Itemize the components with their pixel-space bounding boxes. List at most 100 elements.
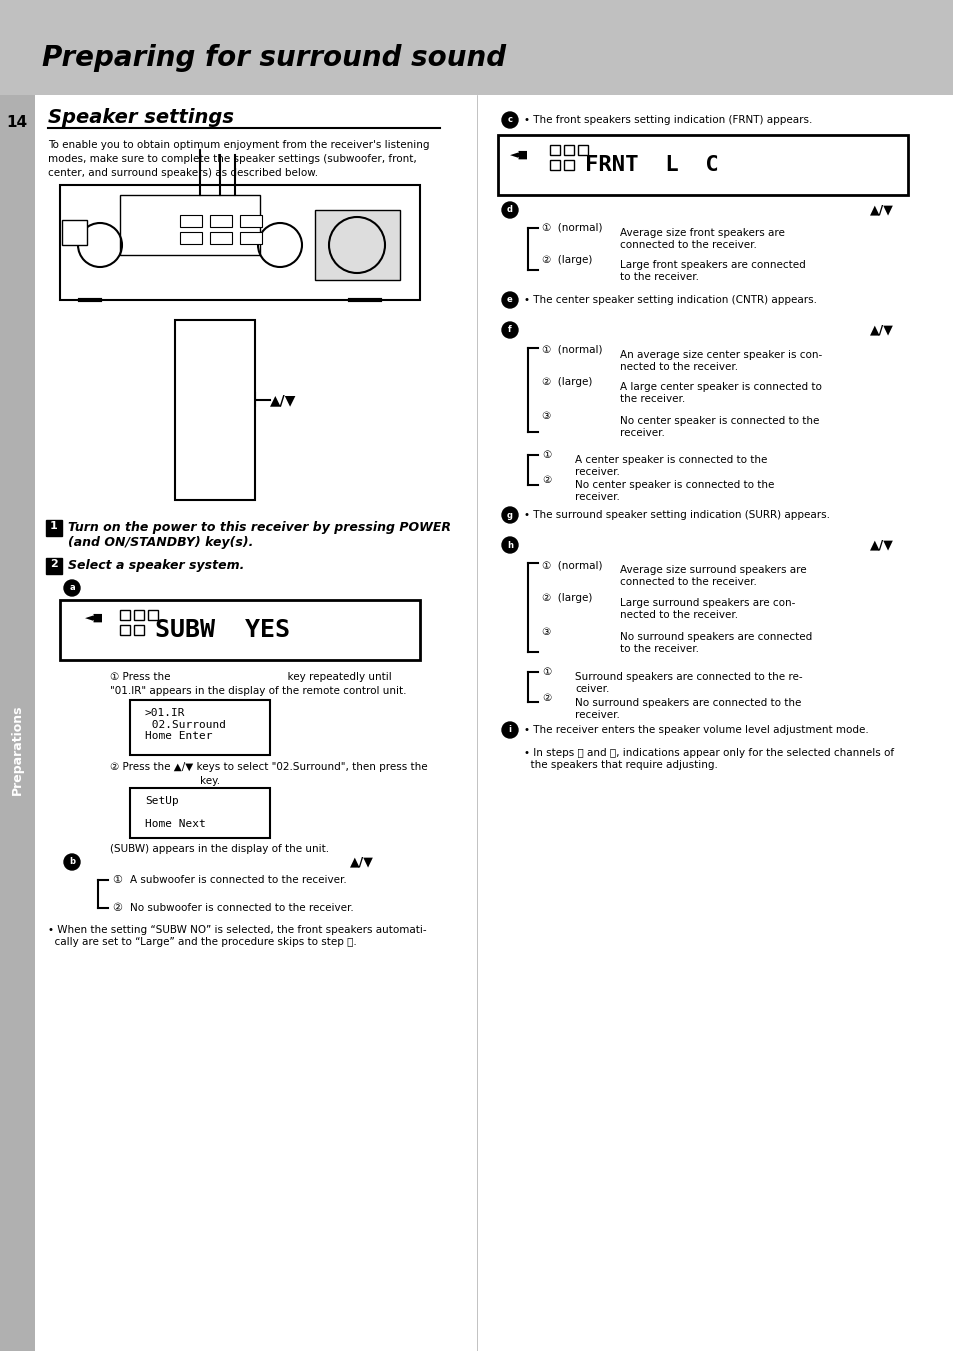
Bar <box>578 145 587 155</box>
Text: To enable you to obtain optimum enjoyment from the receiver's listening: To enable you to obtain optimum enjoymen… <box>48 141 429 150</box>
Text: Preparations: Preparations <box>10 705 24 796</box>
Bar <box>148 611 158 620</box>
Bar <box>563 145 574 155</box>
Bar <box>133 611 144 620</box>
Text: ①  (normal): ① (normal) <box>541 561 602 570</box>
Circle shape <box>64 854 80 870</box>
Text: ①: ① <box>112 875 122 885</box>
Bar <box>203 382 219 399</box>
Bar <box>223 382 239 399</box>
Bar <box>550 145 559 155</box>
Bar <box>174 320 254 500</box>
Bar <box>223 359 239 376</box>
Bar <box>550 159 559 170</box>
Text: 1: 1 <box>51 521 58 531</box>
Text: • When the setting “SUBW NO” is selected, the front speakers automati-
  cally a: • When the setting “SUBW NO” is selected… <box>48 925 426 947</box>
Text: Surround speakers are connected to the re-
ceiver.: Surround speakers are connected to the r… <box>575 671 801 693</box>
Bar <box>223 449 239 463</box>
Text: • The surround speaker setting indication (SURR) appears.: • The surround speaker setting indicatio… <box>523 509 829 520</box>
Text: 14: 14 <box>7 115 28 130</box>
Circle shape <box>501 507 517 523</box>
Bar <box>130 700 270 755</box>
Circle shape <box>501 112 517 128</box>
Bar <box>203 449 219 463</box>
Bar <box>62 220 87 245</box>
Bar <box>183 426 199 442</box>
Bar <box>203 404 219 420</box>
Bar <box>497 135 907 195</box>
Bar <box>183 326 247 355</box>
Text: No center speaker is connected to the
receiver.: No center speaker is connected to the re… <box>575 480 774 501</box>
Text: • In steps ⓘ and ⓚ, indications appear only for the selected channels of
  the s: • In steps ⓘ and ⓚ, indications appear o… <box>523 748 893 770</box>
Bar <box>133 626 144 635</box>
Bar <box>120 626 130 635</box>
Bar <box>314 209 399 280</box>
Bar <box>46 558 62 574</box>
Bar <box>210 232 232 245</box>
Text: 2: 2 <box>51 559 58 569</box>
Text: • The center speaker setting indication (CNTR) appears.: • The center speaker setting indication … <box>523 295 816 305</box>
Bar <box>60 600 419 661</box>
Text: ③: ③ <box>541 411 593 422</box>
Bar <box>180 215 202 227</box>
Text: c: c <box>507 115 512 124</box>
Text: No subwoofer is connected to the receiver.: No subwoofer is connected to the receive… <box>130 902 354 913</box>
Text: ▲/▼: ▲/▼ <box>270 393 296 407</box>
Text: >01.IR
 02.Surround
Home Enter: >01.IR 02.Surround Home Enter <box>145 708 226 742</box>
Text: e: e <box>507 296 513 304</box>
Text: ▲/▼: ▲/▼ <box>869 204 893 216</box>
Text: key.: key. <box>200 775 220 786</box>
Text: SUBW  YES: SUBW YES <box>154 617 290 642</box>
Bar <box>563 159 574 170</box>
Bar <box>210 215 232 227</box>
Bar <box>240 232 262 245</box>
Text: A large center speaker is connected to
the receiver.: A large center speaker is connected to t… <box>619 382 821 404</box>
Text: ▲/▼: ▲/▼ <box>350 855 374 869</box>
Text: FRNT  L  C: FRNT L C <box>584 155 718 176</box>
Text: ②  (large): ② (large) <box>541 377 598 386</box>
Text: center, and surround speakers) as described below.: center, and surround speakers) as descri… <box>48 168 317 178</box>
Bar <box>203 426 219 442</box>
Text: A center speaker is connected to the
receiver.: A center speaker is connected to the rec… <box>575 455 766 477</box>
Text: Large surround speakers are con-
nected to the receiver.: Large surround speakers are con- nected … <box>619 598 795 620</box>
Circle shape <box>501 292 517 308</box>
Text: No center speaker is connected to the
receiver.: No center speaker is connected to the re… <box>619 416 819 438</box>
Circle shape <box>501 721 517 738</box>
Bar <box>0 0 953 95</box>
Text: ②  (large): ② (large) <box>541 255 598 265</box>
Text: f: f <box>508 326 512 335</box>
Text: h: h <box>506 540 513 550</box>
Text: ②: ② <box>541 693 551 703</box>
Text: d: d <box>506 205 513 215</box>
Text: ①  (normal): ① (normal) <box>541 345 602 355</box>
Circle shape <box>64 580 80 596</box>
Text: Speaker settings: Speaker settings <box>48 108 233 127</box>
Bar <box>183 449 199 463</box>
Text: Select a speaker system.: Select a speaker system. <box>68 559 244 571</box>
Text: Turn on the power to this receiver by pressing POWER
(and ON/STANDBY) key(s).: Turn on the power to this receiver by pr… <box>68 521 451 549</box>
Text: No surround speakers are connected to the
receiver.: No surround speakers are connected to th… <box>575 698 801 720</box>
Bar <box>46 520 62 536</box>
Text: i: i <box>508 725 511 735</box>
Bar <box>240 215 262 227</box>
Text: Large front speakers are connected
to the receiver.: Large front speakers are connected to th… <box>619 259 805 281</box>
Text: ②: ② <box>112 902 122 913</box>
Bar <box>120 195 260 255</box>
Text: No surround speakers are connected
to the receiver.: No surround speakers are connected to th… <box>619 632 811 654</box>
Circle shape <box>501 322 517 338</box>
Text: ①: ① <box>541 667 551 677</box>
Bar <box>180 232 202 245</box>
Text: SetUp

Home Next: SetUp Home Next <box>145 796 206 830</box>
Bar <box>223 426 239 442</box>
Text: ▲/▼: ▲/▼ <box>869 323 893 336</box>
Text: (SUBW) appears in the display of the unit.: (SUBW) appears in the display of the uni… <box>110 844 329 854</box>
Text: ◄■: ◄■ <box>85 613 104 623</box>
Bar <box>183 404 199 420</box>
Text: "01.IR" appears in the display of the remote control unit.: "01.IR" appears in the display of the re… <box>110 686 406 696</box>
Text: ① Press the                                    key repeatedly until: ① Press the key repeatedly until <box>110 671 392 682</box>
Bar <box>203 359 219 376</box>
Bar <box>183 382 199 399</box>
Text: A subwoofer is connected to the receiver.: A subwoofer is connected to the receiver… <box>130 875 346 885</box>
Text: b: b <box>69 858 75 866</box>
Text: Average size surround speakers are
connected to the receiver.: Average size surround speakers are conne… <box>619 565 806 586</box>
